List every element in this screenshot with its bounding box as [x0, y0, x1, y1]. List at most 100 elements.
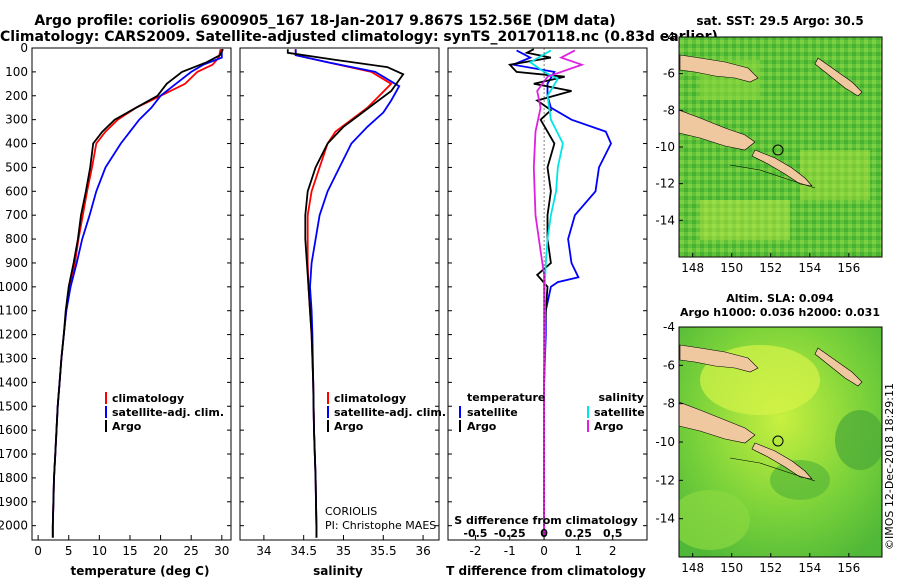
- depth-tick-label: 800: [5, 232, 28, 246]
- series-line-satellite-adj-clim-: [51, 49, 223, 538]
- difference-x-axis: -2 -1 0 1 2: [448, 47, 647, 558]
- difference-axis-label: T difference from climatology: [446, 564, 646, 578]
- s-tick-label: -0.5: [463, 527, 487, 540]
- new-ireland-land: [814, 57, 863, 97]
- sla-map-axes: 148 150 152 154 156 -4 -6 -8 -10 -12 -14: [655, 320, 860, 575]
- map-y-tick-label: -4: [663, 320, 675, 334]
- depth-tick-label: 900: [5, 256, 28, 270]
- new-britain-land: [679, 344, 759, 373]
- map-x-tick-label: 150: [720, 561, 743, 575]
- coastline: [729, 164, 816, 189]
- map-y-tick-label: -14: [655, 512, 675, 526]
- credit-org: CORIOLIS: [325, 505, 377, 518]
- x-tick-label: 0: [34, 544, 42, 558]
- difference-lines: [507, 48, 612, 540]
- depth-tick-label: 700: [5, 208, 28, 222]
- x-tick-label: 10: [92, 544, 107, 558]
- x-tick-label: 34: [256, 544, 271, 558]
- legend-label-climatology: climatology: [334, 392, 406, 405]
- x-tick-label: 5: [65, 544, 73, 558]
- legend-label-satellite: satellite-adj. clim.: [112, 406, 224, 419]
- depth-tick-label: 2000: [0, 519, 28, 533]
- temperature-legend: climatology satellite-adj. clim. Argo: [105, 392, 224, 433]
- sst-map-axes: 148 150 152 154 156 -4 -6 -8 -10 -12 -14: [655, 30, 860, 275]
- series-line-argo: [51, 48, 224, 538]
- map-x-tick-label: 152: [759, 561, 782, 575]
- map-x-tick-label: 154: [798, 561, 821, 575]
- depth-tick-label: 300: [5, 113, 28, 127]
- png-mainland-land: [679, 109, 756, 151]
- temperature-plot-frame: [31, 47, 232, 541]
- depth-tick-label: 1100: [0, 304, 28, 318]
- sst-warm-patch: [700, 200, 790, 240]
- legend-label-argo: Argo: [112, 420, 142, 433]
- salinity-axis-label: salinity: [313, 564, 363, 578]
- salinity-lines: [286, 49, 405, 538]
- series-line-t-satellite: [509, 49, 612, 536]
- depth-tick-label: 1200: [0, 328, 28, 342]
- sst-map: [679, 37, 882, 257]
- legend-label-climatology: climatology: [112, 392, 184, 405]
- chart-title-line-1: Argo profile: coriolis 6900905_167 18-Ja…: [34, 13, 616, 29]
- chart-title-line-2: Climatology: CARS2009. Satellite-adjuste…: [0, 29, 718, 45]
- sla-low-patch: [679, 490, 750, 550]
- credit-pi: PI: Christophe MAES: [325, 519, 436, 532]
- map-y-tick-label: -12: [655, 177, 675, 191]
- map-y-tick-label: -10: [655, 140, 675, 154]
- depth-tick-label: 1000: [0, 280, 28, 294]
- sla-low-patch: [770, 460, 830, 500]
- sla-profile-marker: [772, 435, 784, 447]
- depth-tick-label: 600: [5, 184, 28, 198]
- map-x-tick-label: 148: [681, 261, 704, 275]
- imos-watermark: ©IMOS 12-Dec-2018 18:29:11: [883, 383, 896, 550]
- sla-map-title: Altim. SLA: 0.094: [726, 292, 834, 305]
- series-line-t-argo: [507, 48, 572, 536]
- map-y-tick-label: -6: [663, 67, 675, 81]
- x-tick-label: 35: [336, 544, 351, 558]
- map-y-tick-label: -4: [663, 30, 675, 44]
- series-line-argo: [286, 49, 405, 538]
- temperature-axis-label: temperature (deg C): [71, 564, 210, 578]
- salinity-plot-frame: [239, 47, 440, 541]
- sst-map-title: sat. SST: 29.5 Argo: 30.5: [696, 14, 863, 28]
- depth-axis: 0 100 200 300 400 500 600 700 800 900 1000 1100 1200…: [0, 41, 28, 533]
- map-y-tick-label: -14: [655, 213, 675, 227]
- s-tick-label: 0.5: [603, 527, 623, 540]
- map-y-tick-label: -8: [663, 103, 675, 117]
- map-x-tick-label: 152: [759, 261, 782, 275]
- map-y-tick-label: -12: [655, 473, 675, 487]
- x-tick-label: 15: [122, 544, 137, 558]
- x-tick-label: 35.5: [370, 544, 397, 558]
- legend-label-s-satellite: satellite: [594, 406, 645, 419]
- x-tick-label: 1: [575, 544, 583, 558]
- map-x-tick-label: 156: [837, 261, 860, 275]
- sla-map: [679, 327, 882, 557]
- legend-label-satellite: satellite-adj. clim.: [334, 406, 446, 419]
- difference-legend: temperature salinity satellite Argo sate…: [459, 391, 645, 433]
- coastline: [729, 457, 816, 482]
- new-britain-land: [679, 54, 759, 83]
- x-tick-label: 30: [214, 544, 229, 558]
- difference-plot-frame: [447, 47, 648, 541]
- s-difference-axis-label: S difference from climatology: [454, 514, 638, 527]
- s-tick-label: 0.25: [565, 527, 592, 540]
- x-tick-label: 20: [153, 544, 168, 558]
- sst-profile-marker: [772, 144, 784, 156]
- legend-label-argo: Argo: [334, 420, 364, 433]
- depth-tick-label: 1600: [0, 423, 28, 437]
- x-tick-label: 0: [540, 544, 548, 558]
- depth-tick-label: 1400: [0, 375, 28, 389]
- series-line-s-argo: [532, 49, 585, 536]
- s-tick-label: 0: [540, 527, 548, 540]
- map-x-tick-label: 154: [798, 261, 821, 275]
- depth-tick-label: 400: [5, 137, 28, 151]
- legend-label-s-argo: Argo: [594, 420, 624, 433]
- x-tick-label: 36: [415, 544, 430, 558]
- temperature-x-axis: 0 5 10 15 20 25 30: [32, 47, 231, 558]
- legend-title-temperature: temperature: [467, 391, 545, 404]
- x-tick-label: -2: [469, 544, 481, 558]
- x-tick-label: -1: [504, 544, 516, 558]
- depth-tick-label: 1700: [0, 447, 28, 461]
- legend-label-t-satellite: satellite: [467, 406, 518, 419]
